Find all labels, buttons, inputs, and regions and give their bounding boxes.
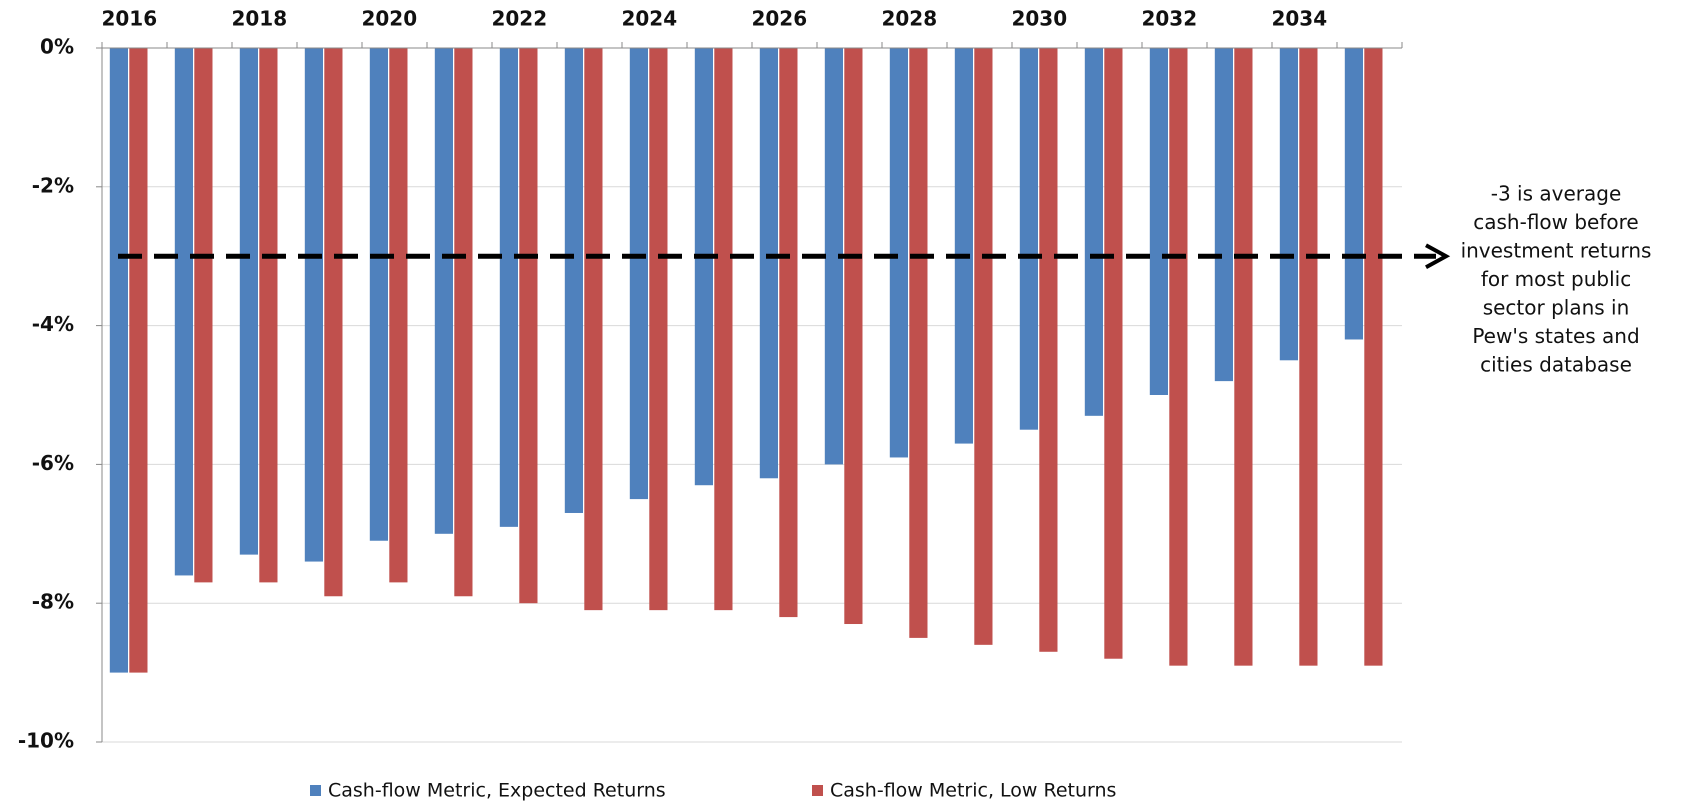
bar [1104, 48, 1123, 659]
bar [499, 48, 518, 527]
annotation: Pew's states and [1472, 324, 1639, 348]
annotation: cities database [1480, 353, 1632, 377]
y-tick-label: 0% [40, 35, 74, 59]
bar [1019, 48, 1038, 430]
x-tick-label: 2024 [621, 7, 677, 31]
bar [629, 48, 648, 500]
bar [194, 48, 213, 583]
x-tick-label: 2030 [1011, 7, 1067, 31]
annotation: investment returns [1461, 239, 1652, 263]
bar [1364, 48, 1383, 666]
bar [129, 48, 148, 673]
bar [974, 48, 993, 645]
x-tick-label: 2028 [881, 7, 937, 31]
bar [1214, 48, 1233, 382]
bar [389, 48, 408, 583]
bar [454, 48, 473, 597]
bar [1149, 48, 1168, 395]
annotation: for most public [1481, 267, 1631, 291]
legend-swatch [812, 785, 823, 796]
x-tick-label: 2016 [101, 7, 157, 31]
y-tick-label: -10% [18, 729, 74, 753]
bar [239, 48, 258, 555]
bar [1169, 48, 1188, 666]
x-tick-label: 2026 [751, 7, 807, 31]
bar [1279, 48, 1298, 361]
x-tick-label: 2032 [1141, 7, 1197, 31]
legend-label: Cash-flow Metric, Expected Returns [328, 780, 666, 802]
y-tick-label: -2% [32, 173, 74, 197]
bar [519, 48, 538, 604]
bar [714, 48, 733, 611]
bar [564, 48, 583, 513]
bar [694, 48, 713, 486]
bar [779, 48, 798, 618]
bar [109, 48, 128, 673]
bar [1344, 48, 1363, 340]
annotation: sector plans in [1483, 296, 1630, 320]
bar [844, 48, 863, 625]
bar [174, 48, 193, 576]
x-tick-label: 2022 [491, 7, 547, 31]
y-tick-label: -6% [32, 451, 74, 475]
bar [324, 48, 343, 597]
x-tick-label: 2020 [361, 7, 417, 31]
bar [434, 48, 453, 534]
bar [649, 48, 668, 611]
bar [824, 48, 843, 465]
bar [1084, 48, 1103, 416]
annotation: -3 is average [1491, 182, 1622, 206]
y-tick-label: -4% [32, 312, 74, 336]
bar [889, 48, 908, 458]
y-tick-label: -8% [32, 590, 74, 614]
reference-arrow [1425, 243, 1451, 269]
bar [759, 48, 778, 479]
bar [584, 48, 603, 611]
bar [304, 48, 323, 562]
bar [954, 48, 973, 444]
bar [1234, 48, 1253, 666]
bar [909, 48, 928, 638]
bar [1039, 48, 1058, 652]
legend-swatch [310, 785, 321, 796]
bar [369, 48, 388, 541]
bar [259, 48, 278, 583]
x-tick-label: 2034 [1271, 7, 1327, 31]
x-tick-label: 2018 [231, 7, 287, 31]
bar [1299, 48, 1318, 666]
legend-label: Cash-flow Metric, Low Returns [830, 780, 1116, 802]
annotation: cash-flow before [1473, 210, 1638, 234]
